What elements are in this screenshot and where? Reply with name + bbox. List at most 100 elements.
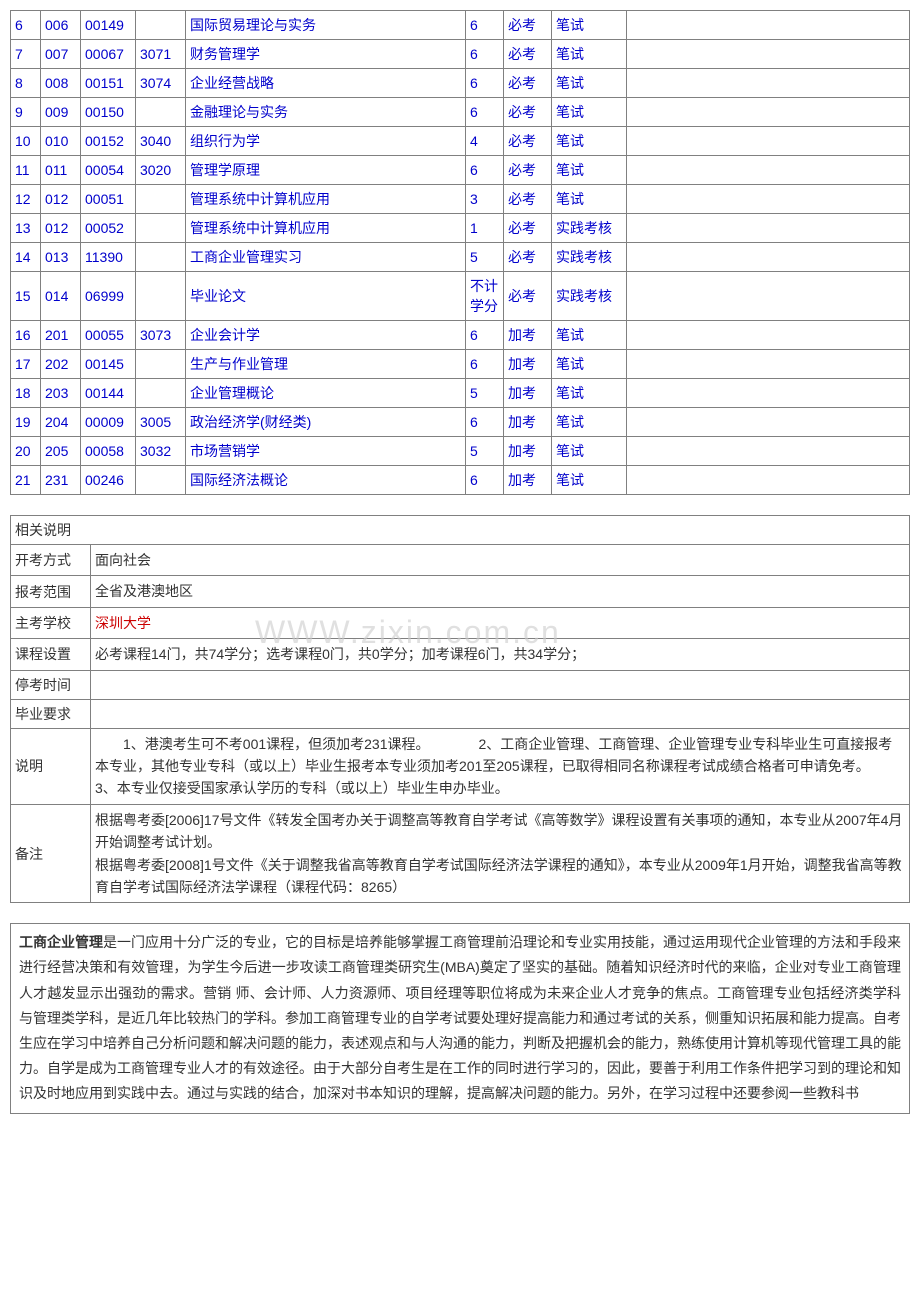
table-cell: 企业经营战略 [186,69,466,98]
table-cell: 6 [466,11,504,40]
table-cell: 国际贸易理论与实务 [186,11,466,40]
course-link[interactable]: 财务管理学 [190,46,260,62]
table-cell: 必考 [504,11,552,40]
info-content-cell: 面向社会 [91,545,910,576]
table-cell: 必考 [504,40,552,69]
table-cell: 管理系统中计算机应用 [186,185,466,214]
table-cell: 008 [41,69,81,98]
table-cell: 20 [11,437,41,466]
course-link[interactable]: 企业经营战略 [190,75,274,91]
table-cell: 企业管理概论 [186,379,466,408]
table-cell: 203 [41,379,81,408]
table-row: 停考时间 [11,670,910,699]
table-row: 1720200145生产与作业管理6加考笔试 [11,350,910,379]
table-cell: 笔试 [552,98,627,127]
table-cell: 014 [41,272,81,321]
course-link[interactable]: 市场营销学 [190,443,260,459]
course-link[interactable]: 企业管理概论 [190,385,274,401]
table-cell [627,321,910,350]
table-cell: 6 [466,408,504,437]
table-cell: 00145 [81,350,136,379]
table-cell: 笔试 [552,156,627,185]
table-cell: 生产与作业管理 [186,350,466,379]
table-cell: 加考 [504,437,552,466]
info-content-cell [91,699,910,728]
course-link[interactable]: 工商企业管理实习 [190,249,302,265]
table-row: 900900150金融理论与实务6必考笔试 [11,98,910,127]
info-content-cell: 根据粤考委[2006]17号文件《转发全国考办关于调整高等教育自学考试《高等数学… [91,804,910,903]
course-link[interactable]: 国际经济法概论 [190,472,288,488]
table-cell: 00149 [81,11,136,40]
table-cell: 19 [11,408,41,437]
table-cell: 国际经济法概论 [186,466,466,495]
info-table: 相关说明开考方式面向社会报考范围全省及港澳地区主考学校深圳大学WWW.zixin… [10,515,910,903]
desc-text: 是一门应用十分广泛的专业，它的目标是培养能够掌握工商管理前沿理论和专业实用技能，… [19,934,901,1101]
course-link[interactable]: 毕业论文 [190,288,246,304]
table-cell: 笔试 [552,69,627,98]
desc-bold-prefix: 工商企业管理 [19,934,103,950]
course-link[interactable]: 金融理论与实务 [190,104,288,120]
table-cell: 5 [466,437,504,466]
table-cell: 11390 [81,243,136,272]
table-cell [627,156,910,185]
table-cell: 1 [466,214,504,243]
course-link[interactable]: 国际贸易理论与实务 [190,17,316,33]
info-content-cell: 必考课程14门，共74学分；选考课程0门，共0学分；加考课程6门，共34学分； [91,639,910,670]
table-row: 报考范围全省及港澳地区 [11,576,910,607]
table-cell: 市场营销学 [186,437,466,466]
table-cell: 007 [41,40,81,69]
course-link[interactable]: 管理系统中计算机应用 [190,220,330,236]
table-cell: 3040 [136,127,186,156]
table-cell: 笔试 [552,350,627,379]
info-label-cell: 备注 [11,804,91,903]
table-cell [627,243,910,272]
table-cell: 00051 [81,185,136,214]
course-link[interactable]: 生产与作业管理 [190,356,288,372]
course-link[interactable]: 企业会计学 [190,327,260,343]
table-cell: 3032 [136,437,186,466]
table-cell: 企业会计学 [186,321,466,350]
table-cell [627,69,910,98]
table-cell: 8 [11,69,41,98]
table-cell: 必考 [504,127,552,156]
table-cell: 6 [466,466,504,495]
info-label-cell: 课程设置 [11,639,91,670]
table-row: 1401311390工商企业管理实习5必考实践考核 [11,243,910,272]
table-row: 相关说明 [11,516,910,545]
table-cell: 笔试 [552,40,627,69]
table-cell: 实践考核 [552,243,627,272]
table-row: 1201200051管理系统中计算机应用3必考笔试 [11,185,910,214]
table-cell [136,185,186,214]
course-link[interactable]: 政治经济学(财经类) [190,414,311,430]
table-row: 课程设置必考课程14门，共74学分；选考课程0门，共0学分；加考课程6门，共34… [11,639,910,670]
table-cell: 201 [41,321,81,350]
table-cell: 00150 [81,98,136,127]
table-cell: 00052 [81,214,136,243]
table-cell: 11 [11,156,41,185]
table-row: 19204000093005政治经济学(财经类)6加考笔试 [11,408,910,437]
info-content-cell [91,670,910,699]
table-cell: 205 [41,437,81,466]
table-cell: 4 [466,127,504,156]
table-cell [627,185,910,214]
red-school-name: 深圳大学 [95,615,151,631]
table-cell: 6 [466,156,504,185]
table-cell: 必考 [504,185,552,214]
table-cell [627,214,910,243]
course-link[interactable]: 管理学原理 [190,162,260,178]
table-cell: 15 [11,272,41,321]
table-cell: 加考 [504,350,552,379]
table-cell: 加考 [504,408,552,437]
table-row: 主考学校深圳大学WWW.zixin.com.cn [11,607,910,638]
table-cell: 16 [11,321,41,350]
course-link[interactable]: 管理系统中计算机应用 [190,191,330,207]
table-cell: 17 [11,350,41,379]
table-cell: 财务管理学 [186,40,466,69]
table-cell: 6 [466,350,504,379]
table-cell: 3073 [136,321,186,350]
table-cell [136,11,186,40]
table-cell: 3071 [136,40,186,69]
table-cell: 必考 [504,243,552,272]
table-cell: 6 [466,321,504,350]
course-link[interactable]: 组织行为学 [190,133,260,149]
